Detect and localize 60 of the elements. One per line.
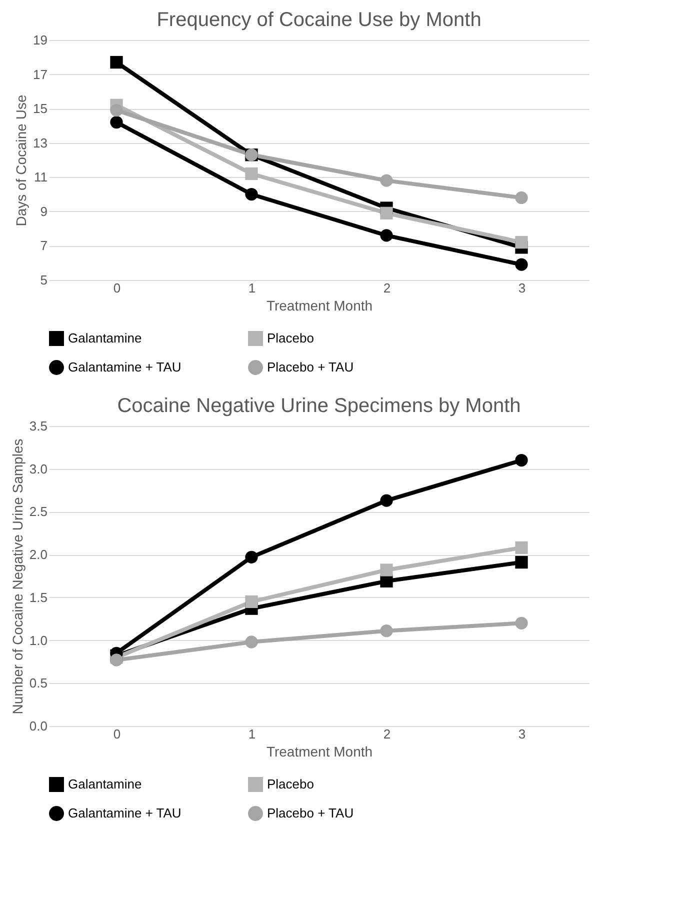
y-axis-title: Days of Cocaine Use	[13, 94, 30, 226]
y-tick-label: 3.0	[29, 461, 48, 476]
point	[515, 236, 528, 249]
y-tick-label: 9	[40, 204, 48, 219]
point	[515, 454, 528, 467]
y-tick-label: 1.0	[29, 632, 48, 648]
x-tick-label: 0	[113, 726, 121, 742]
x-tick-label: 1	[248, 726, 256, 742]
point	[245, 595, 258, 608]
y-tick-label: 11	[34, 170, 48, 185]
x-axis-title: Treatment Month	[266, 298, 373, 314]
y-tick-label: 1.5	[29, 590, 48, 605]
point	[245, 188, 258, 201]
point	[515, 258, 528, 271]
x-axis-title: Treatment Month	[266, 744, 373, 760]
point	[515, 191, 528, 204]
point	[380, 229, 393, 242]
point	[110, 654, 123, 666]
point	[380, 564, 393, 576]
y-tick-label: 7	[40, 238, 48, 254]
y-tick-label: 15	[33, 101, 48, 116]
y-tick-label: 13	[33, 135, 48, 150]
chart-title: Cocaine Negative Urine Specimens by Month	[117, 395, 521, 417]
point	[110, 56, 123, 69]
point	[380, 174, 393, 187]
legend-label: Galantamine + TAU	[68, 806, 182, 820]
y-tick-label: 0.0	[29, 718, 48, 734]
point	[380, 494, 393, 507]
x-tick-label: 0	[113, 280, 121, 296]
x-tick-label: 2	[383, 726, 391, 742]
point	[110, 104, 123, 117]
x-tick-label: 3	[518, 726, 526, 742]
chart-title: Frequency of Cocaine Use by Month	[156, 9, 482, 31]
point	[245, 167, 258, 180]
legend-label: Galantamine + TAU	[68, 360, 182, 374]
y-tick-label: 2.5	[29, 504, 48, 520]
point	[245, 636, 258, 648]
legend-label: Placebo	[267, 776, 314, 792]
y-tick-label: 3.5	[29, 418, 48, 434]
x-tick-label: 2	[383, 280, 391, 296]
legend-label: Placebo + TAU	[267, 360, 354, 374]
y-tick-label: 2.0	[29, 547, 48, 562]
legend-label: Galantamine	[68, 776, 142, 792]
point	[380, 624, 393, 638]
y-tick-label: 5	[40, 272, 48, 288]
legend-label: Placebo + TAU	[267, 806, 354, 820]
y-tick-label: 0.5	[29, 676, 48, 691]
point	[515, 616, 528, 630]
legend-label: Galantamine	[68, 330, 142, 346]
point	[110, 116, 123, 129]
y-axis-title: Number of Cocaine Negative Urine Samples	[9, 438, 26, 714]
legend-label: Placebo	[267, 330, 314, 346]
y-tick-label: 19	[33, 32, 48, 48]
x-tick-label: 1	[248, 280, 256, 296]
y-tick-label: 17	[33, 66, 48, 82]
point	[515, 541, 528, 554]
x-tick-label: 3	[518, 280, 526, 296]
point	[380, 206, 393, 220]
point	[515, 556, 528, 569]
point	[245, 550, 258, 564]
